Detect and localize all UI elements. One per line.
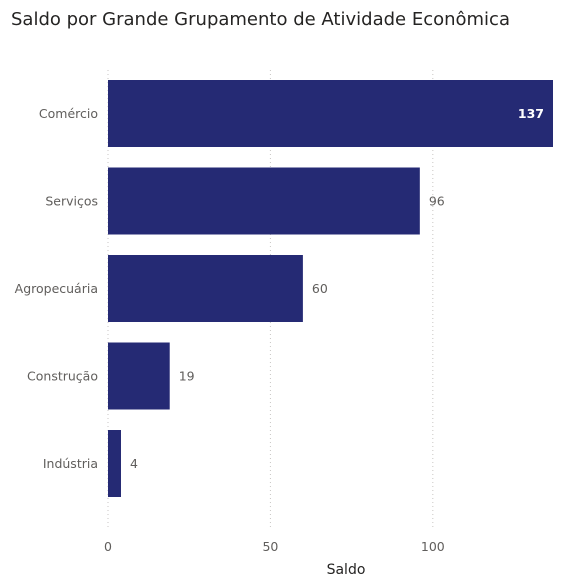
bar[interactable]	[108, 167, 420, 235]
category-label: Comércio	[39, 106, 98, 121]
value-labels: 137 96 60 19 4	[130, 106, 544, 471]
x-axis-ticks: 0 50 100	[104, 539, 445, 554]
bar[interactable]	[108, 255, 303, 322]
chart-title: Saldo por Grande Grupamento de Atividade…	[11, 9, 510, 30]
bar[interactable]	[108, 430, 121, 497]
category-label: Construção	[27, 369, 98, 384]
bar[interactable]	[108, 342, 170, 410]
x-tick-label: 100	[421, 539, 445, 554]
data-label: 19	[179, 369, 195, 384]
category-label: Serviços	[45, 194, 98, 209]
category-labels: Comércio Serviços Agropecuária Construção In…	[15, 106, 98, 471]
x-axis-title: Saldo	[327, 562, 366, 578]
data-label: 4	[130, 456, 138, 471]
x-tick-label: 0	[104, 539, 112, 554]
category-label: Indústria	[43, 456, 98, 471]
data-label: 60	[312, 281, 328, 296]
bars	[108, 80, 553, 497]
data-label: 137	[518, 106, 544, 121]
bar[interactable]	[108, 80, 553, 147]
category-label: Agropecuária	[15, 281, 98, 296]
data-label: 96	[429, 194, 445, 209]
x-tick-label: 50	[262, 539, 278, 554]
